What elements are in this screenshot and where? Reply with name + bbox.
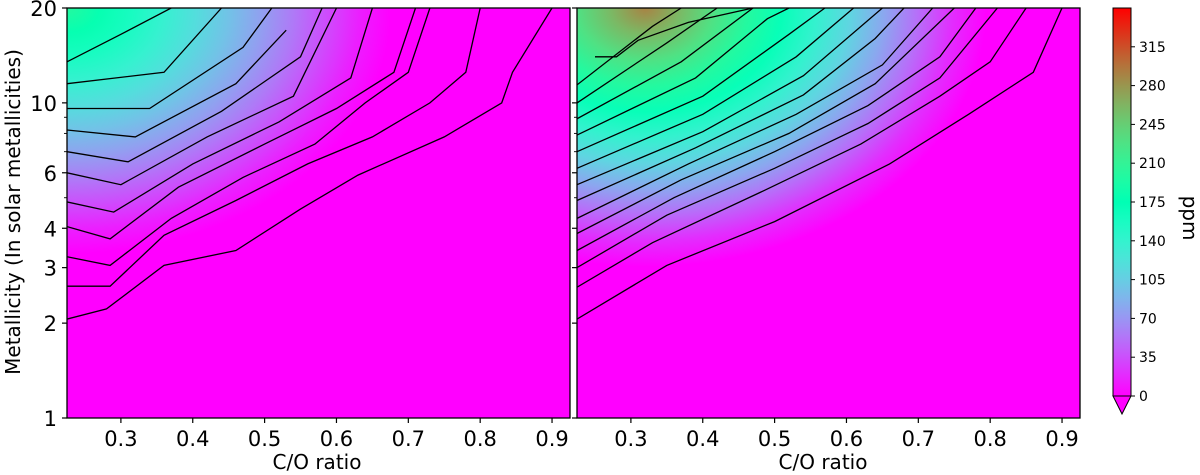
axes-frame <box>66 7 571 419</box>
field-fill <box>577 8 1080 418</box>
colorbar-tick-label: 70 <box>1139 311 1157 327</box>
colorbar-tick-label: 280 <box>1139 79 1166 95</box>
x-tick-label: 0.9 <box>535 427 568 451</box>
contour-line <box>67 8 374 213</box>
x-tick-label: 0.9 <box>1045 427 1078 451</box>
x-tick-label: 0.3 <box>614 427 647 451</box>
y-tick-label: 20 <box>30 0 57 21</box>
contour-line <box>577 8 883 186</box>
contour-line <box>577 8 754 120</box>
y-axis-label: Metallicity (In solar metallicities) <box>1 49 25 375</box>
x-tick-label: 0.7 <box>392 427 425 451</box>
contour-line <box>67 8 553 320</box>
colorbar-label: ppm <box>1178 196 1200 241</box>
contour-line <box>577 8 1063 320</box>
contour-line <box>577 8 977 252</box>
colorbar-extend-min <box>1112 395 1132 416</box>
colorbar-tick-label: 0 <box>1139 389 1148 405</box>
contour-line <box>577 8 955 235</box>
colorbar-tick-label: 140 <box>1139 234 1166 250</box>
contour-line <box>577 8 905 202</box>
y-tick-label: 10 <box>30 92 57 116</box>
field-fill <box>67 8 570 418</box>
colorbar-tick-label: 35 <box>1139 350 1157 366</box>
x-tick-label: 0.3 <box>104 427 137 451</box>
x-tick-label: 0.5 <box>758 427 791 451</box>
x-tick-label: 0.7 <box>902 427 935 451</box>
contour-line <box>577 8 682 86</box>
x-tick-label: 0.4 <box>686 427 719 451</box>
y-tick-label: 3 <box>44 257 57 281</box>
x-tick-label: 0.4 <box>176 427 209 451</box>
contour-line <box>67 8 172 63</box>
contour-line <box>595 8 754 58</box>
x-tick-label: 0.5 <box>248 427 281 451</box>
x-tick-label: 0.8 <box>973 427 1006 451</box>
colorbar-gradient <box>1112 7 1132 397</box>
contour-line <box>67 8 431 267</box>
contour-line <box>577 8 934 219</box>
contour-line <box>67 8 338 186</box>
contour-lines <box>577 8 1063 320</box>
x-tick-label: 0.6 <box>320 427 353 451</box>
left-contour-panel: 0.3 0.4 0.5 0.6 0.7 0.8 0.9 1 2 3 4 6 10 20 <box>30 0 571 451</box>
left-x-axis-label: C/O ratio <box>273 450 362 474</box>
axes-frame <box>576 7 1081 419</box>
contour-line <box>67 29 287 138</box>
y-tick-label: 4 <box>44 217 57 241</box>
contour-line <box>67 8 222 85</box>
x-tick-label: 0.8 <box>463 427 496 451</box>
contour-line <box>577 8 855 169</box>
contour-line <box>577 8 1027 288</box>
colorbar-tick-label: 315 <box>1139 40 1166 56</box>
contour-line <box>577 8 790 136</box>
contour-lines <box>67 8 553 320</box>
contour-line <box>577 8 826 153</box>
colorbar-tick-label: 105 <box>1139 273 1166 289</box>
colorbar-tick-label: 245 <box>1139 117 1166 133</box>
x-tick-label: 0.6 <box>830 427 863 451</box>
contour-line <box>577 8 998 269</box>
colorbar-tick-label: 175 <box>1139 195 1166 211</box>
contour-line <box>67 8 323 163</box>
y-tick-label: 6 <box>44 162 57 186</box>
right-x-axis-label: C/O ratio <box>779 450 868 474</box>
colorbar: 0 35 70 105 140 175 210 245 280 315 <box>1112 7 1166 416</box>
colorbar-tick-label: 210 <box>1139 156 1166 172</box>
y-tick-label: 2 <box>44 312 57 336</box>
contour-line <box>67 8 417 240</box>
y-tick-label: 1 <box>44 407 57 431</box>
contour-line <box>67 8 481 287</box>
right-contour-panel: 0.3 0.4 0.5 0.6 0.7 0.8 0.9 <box>572 7 1081 451</box>
contour-line <box>67 8 273 110</box>
